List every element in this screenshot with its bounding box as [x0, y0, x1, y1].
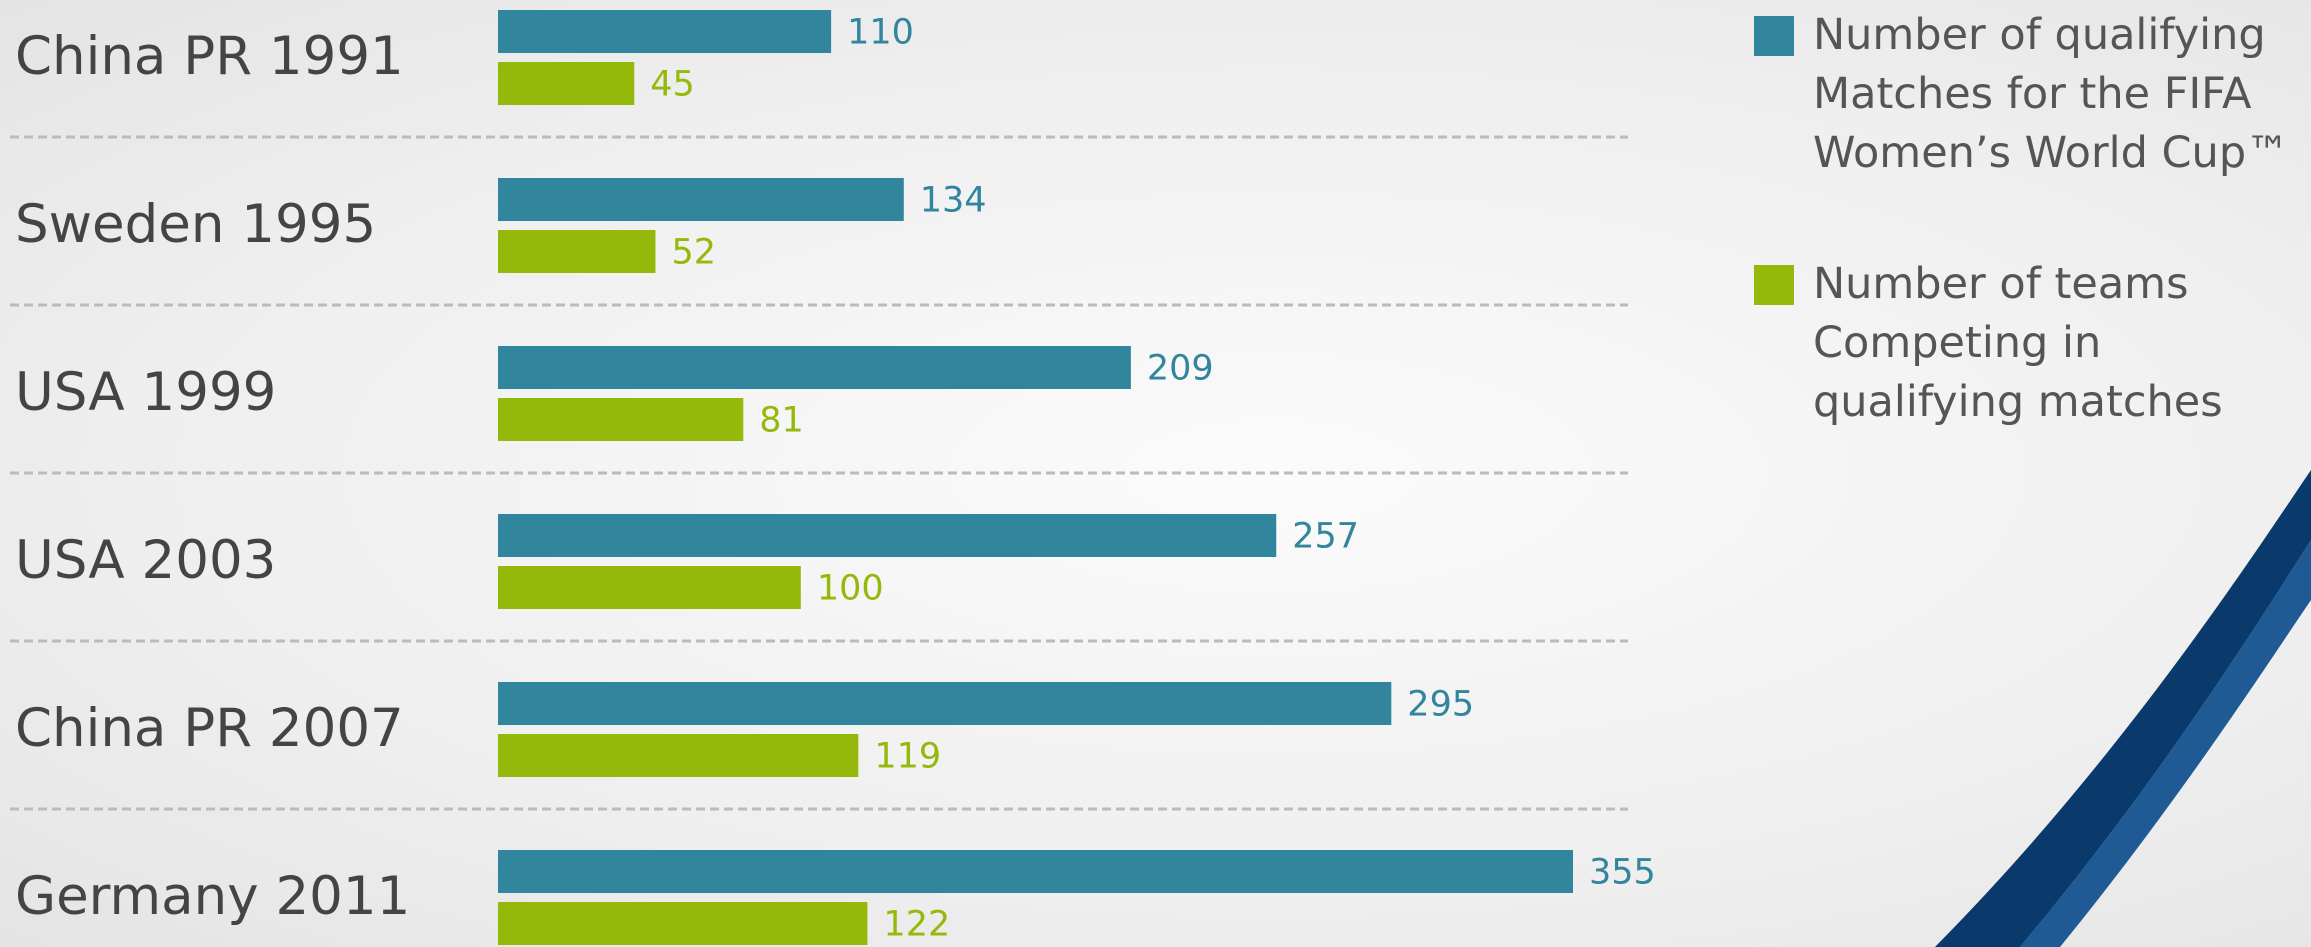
- legend-item: Number of teams Competing in qualifying …: [1754, 259, 2311, 432]
- bar: [498, 230, 656, 273]
- value-label: 100: [817, 569, 884, 609]
- category-label: USA 2003: [15, 530, 276, 591]
- value-label: 110: [847, 13, 914, 53]
- bar: [498, 398, 744, 441]
- bar: [498, 566, 801, 609]
- logo-swoosh: [1935, 470, 2311, 947]
- legend-item: Number of qualifying Matches for the FIF…: [1754, 10, 2311, 183]
- value-label: 134: [920, 181, 987, 221]
- bar: [498, 514, 1277, 557]
- category-label: Sweden 1995: [15, 194, 376, 255]
- bar: [498, 850, 1573, 893]
- value-label: 52: [671, 233, 716, 273]
- bar: [498, 734, 859, 777]
- legend-label: Number of qualifying Matches for the FIF…: [1813, 10, 2290, 178]
- category-label: China PR 1991: [15, 26, 404, 87]
- bar: [498, 178, 904, 221]
- value-label: 122: [883, 905, 950, 945]
- category-label: Germany 2011: [15, 866, 410, 927]
- value-label: 81: [759, 401, 804, 441]
- category-label: China PR 2007: [15, 698, 404, 759]
- bar: [498, 10, 832, 53]
- bar: [498, 62, 635, 105]
- bar: [498, 346, 1131, 389]
- value-label: 355: [1589, 853, 1656, 893]
- value-label: 119: [874, 737, 941, 777]
- value-label: 209: [1147, 349, 1214, 389]
- value-label: 257: [1292, 517, 1359, 557]
- legend: Number of qualifying Matches for the FIF…: [1754, 10, 2311, 510]
- category-label: USA 1999: [15, 362, 276, 423]
- legend-swatch: [1754, 265, 1794, 305]
- legend-swatch: [1754, 16, 1794, 56]
- value-label: 295: [1407, 685, 1474, 725]
- value-label: 45: [650, 65, 695, 105]
- legend-label: Number of teams Competing in qualifying …: [1813, 259, 2223, 427]
- bar: [498, 902, 868, 945]
- bar: [498, 682, 1392, 725]
